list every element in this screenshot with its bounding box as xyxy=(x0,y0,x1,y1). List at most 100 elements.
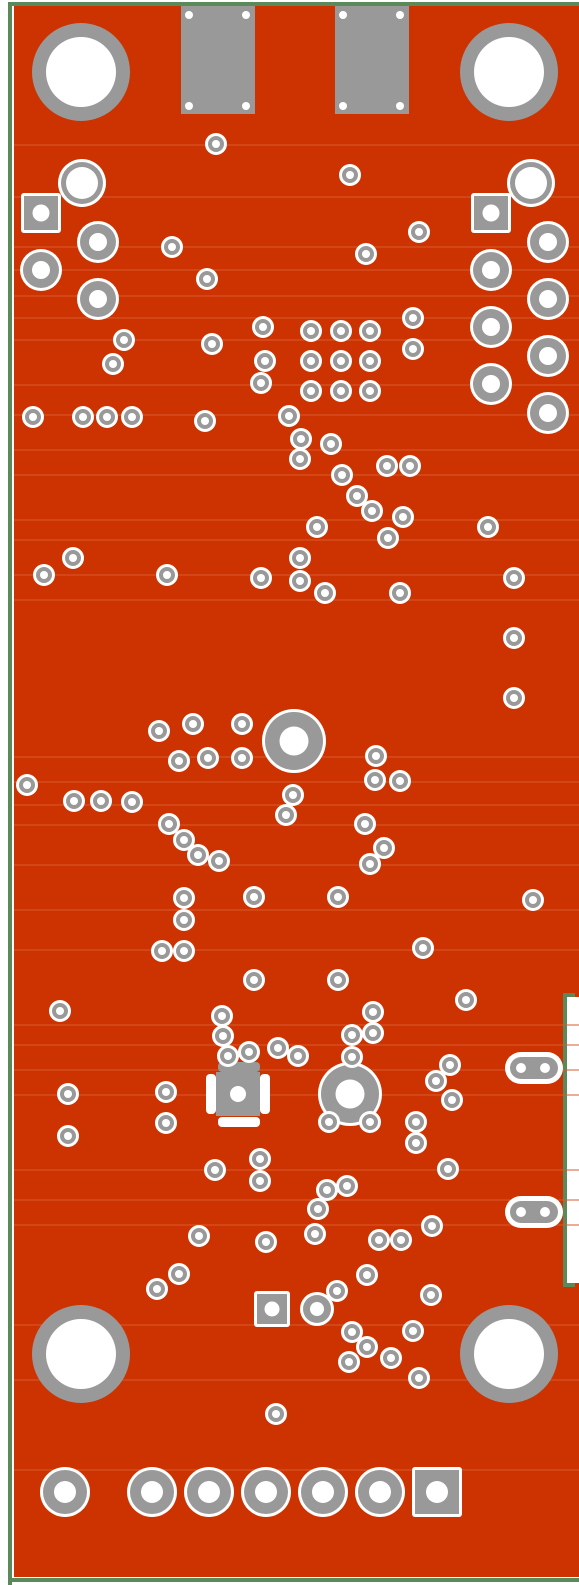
via-hole xyxy=(338,471,346,479)
th-pad-hole xyxy=(482,261,500,279)
via-hole xyxy=(444,1165,452,1173)
mounting-hole xyxy=(46,37,116,107)
via-hole xyxy=(238,754,246,762)
th-pad-hole xyxy=(89,233,107,251)
via-hole xyxy=(397,1236,405,1244)
via-hole xyxy=(70,797,78,805)
via-hole xyxy=(337,387,345,395)
via-hole xyxy=(366,387,374,395)
via-hole xyxy=(363,1271,371,1279)
via-hole xyxy=(307,387,315,395)
mounting-hole xyxy=(474,1319,544,1389)
via-hole xyxy=(529,896,537,904)
via-hole xyxy=(346,171,354,179)
via-hole xyxy=(69,554,77,562)
square-pad-hole xyxy=(483,205,500,222)
via-hole xyxy=(432,1077,440,1085)
pad-dot xyxy=(185,11,193,19)
via-hole xyxy=(412,1118,420,1126)
via-hole xyxy=(224,1052,232,1060)
via-hole xyxy=(201,417,209,425)
via-hole xyxy=(294,1052,302,1060)
via-hole xyxy=(348,1053,356,1061)
th-pad-hole xyxy=(539,404,557,422)
via-hole xyxy=(189,720,197,728)
via-hole xyxy=(510,694,518,702)
via-hole xyxy=(313,523,321,531)
via-hole xyxy=(307,327,315,335)
header-pin-hole xyxy=(312,1481,334,1503)
via-hole xyxy=(363,1343,371,1351)
via-hole xyxy=(427,1291,435,1299)
via-hole xyxy=(406,462,414,470)
via-hole xyxy=(194,851,202,859)
via-hole xyxy=(259,323,267,331)
via-hole xyxy=(368,507,376,515)
smd-pad xyxy=(181,6,255,114)
pad-dot xyxy=(339,11,347,19)
via-hole xyxy=(162,1119,170,1127)
via-hole xyxy=(212,140,220,148)
via-hole xyxy=(272,1410,280,1418)
via-hole xyxy=(257,574,265,582)
header-pin-hole xyxy=(369,1481,391,1503)
via-hole xyxy=(162,1088,170,1096)
via-hole xyxy=(289,791,297,799)
smd-tab xyxy=(206,1074,216,1114)
via-hole xyxy=(384,534,392,542)
via-hole xyxy=(448,1096,456,1104)
via-hole xyxy=(211,1166,219,1174)
via-hole xyxy=(163,571,171,579)
mounting-hole xyxy=(46,1319,116,1389)
pad-hole xyxy=(230,1086,246,1102)
th-pad-hole xyxy=(482,375,500,393)
pad-dot xyxy=(242,11,250,19)
via-hole xyxy=(387,1354,395,1362)
large-via-hole xyxy=(280,727,309,756)
via-hole xyxy=(314,1205,322,1213)
via-hole xyxy=(415,228,423,236)
via-hole xyxy=(366,357,374,365)
pad-dot xyxy=(339,102,347,110)
via-hole xyxy=(195,1232,203,1240)
notch-cutout xyxy=(567,997,579,1283)
via-hole xyxy=(153,1285,161,1293)
via-hole xyxy=(256,1155,264,1163)
via-hole xyxy=(208,340,216,348)
via-hole xyxy=(29,413,37,421)
square-pad-hole xyxy=(265,1302,280,1317)
via-hole xyxy=(97,797,105,805)
via-hole xyxy=(323,1186,331,1194)
via-hole xyxy=(256,1177,264,1185)
via-hole xyxy=(348,1328,356,1336)
via-hole xyxy=(180,894,188,902)
pad-dot xyxy=(396,11,404,19)
via-hole xyxy=(165,820,173,828)
via-hole xyxy=(296,554,304,562)
via-hole xyxy=(510,574,518,582)
header-pin-hole xyxy=(54,1481,76,1503)
via-hole xyxy=(215,857,223,865)
via-hole xyxy=(175,757,183,765)
via-hole xyxy=(428,1222,436,1230)
via-hole xyxy=(285,412,293,420)
via-hole xyxy=(396,777,404,785)
via-hole xyxy=(375,1236,383,1244)
via-hole xyxy=(296,577,304,585)
th-pad-hole xyxy=(89,290,107,308)
via-hole xyxy=(415,1374,423,1382)
via-hole xyxy=(180,836,188,844)
via-hole xyxy=(56,1007,64,1015)
via-hole xyxy=(282,811,290,819)
via-hole xyxy=(245,1048,253,1056)
via-hole xyxy=(348,1031,356,1039)
via-hole xyxy=(334,893,342,901)
square-pad-hole xyxy=(426,1481,448,1503)
th-pad-hole xyxy=(539,347,557,365)
via-hole xyxy=(23,781,31,789)
via-hole xyxy=(120,336,128,344)
via-hole xyxy=(362,250,370,258)
via-hole xyxy=(219,1032,227,1040)
via-hole xyxy=(419,944,427,952)
via-hole xyxy=(250,893,258,901)
